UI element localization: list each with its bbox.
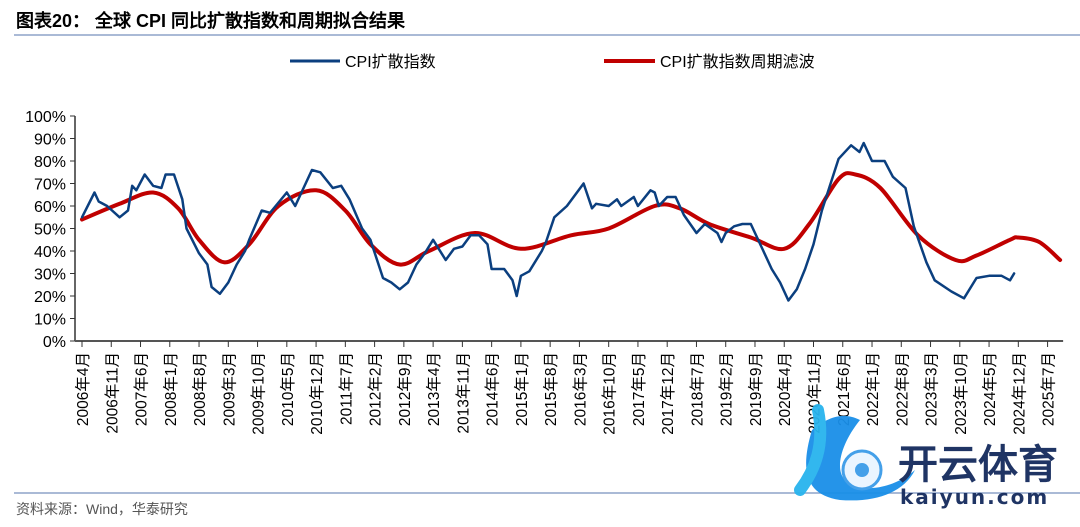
x-tick-label: 2008年1月 [162,352,180,426]
plot-lines [80,141,1063,302]
x-tick-label: 2013年4月 [425,352,443,426]
y-tick-label: 60% [34,199,66,216]
y-tick-label: 100% [25,109,66,126]
x-tick-label: 2009年10月 [250,352,268,435]
y-tick-label: 90% [34,132,66,149]
x-tick-label: 2009年3月 [220,352,238,426]
series-line-cpi-filter [80,171,1063,267]
x-tick-label: 2015年1月 [513,352,531,426]
x-tick-label: 2018年7月 [688,352,706,426]
x-tick-label: 2010年5月 [279,352,297,426]
y-tick-label: 80% [34,154,66,171]
x-tick-label: 2017年12月 [659,352,677,435]
y-tick-label: 40% [34,244,66,261]
y-tick-label: 50% [34,222,66,239]
y-tick-label: 70% [34,177,66,194]
x-tick-label: 2007年6月 [133,352,151,426]
y-tick-label: 30% [34,267,66,284]
y-tick-label: 0% [43,334,66,351]
legend-label-filter: CPI扩散指数周期滤波 [660,53,815,71]
x-tick-label: 2023年3月 [923,352,941,426]
y-tick-label: 20% [34,289,66,306]
x-tick-label: 2020年4月 [776,352,794,426]
x-tick-label: 2024年12月 [1010,352,1028,435]
x-tick-label: 2017年5月 [630,352,648,426]
y-axis: 0% 10% 20% 30% 40% 50% 60% 70% 80% 90% 100% [25,109,76,351]
y-tick-label: 10% [34,312,66,329]
x-tick-label: 2024年5月 [981,352,999,426]
watermark-logo: 开云体育 kaiyun.com [794,404,1058,509]
x-tick-label: 2012年9月 [396,352,414,426]
x-tick-label: 2006年11月 [103,352,121,434]
x-tick-label: 2011年7月 [337,352,355,425]
x-axis: 2006年4月 2006年11月 2007年6月 2008年1月 2008年8月 2009… [74,340,1064,435]
legend: CPI扩散指数 CPI扩散指数周期滤波 [290,53,815,71]
x-tick-label: 2019年9月 [747,352,765,426]
x-tick-label: 2025年7月 [1040,352,1058,426]
x-tick-label: 2016年10月 [601,352,619,435]
source-note: 资料来源：Wind，华泰研究 [16,501,188,517]
x-tick-label: 2006年4月 [74,352,92,426]
x-tick-label: 2015年8月 [542,352,560,426]
x-tick-label: 2016年3月 [571,352,589,426]
x-tick-label: 2012年2月 [367,352,385,426]
x-tick-label: 2013年11月 [454,352,472,434]
watermark-brand: 开云体育 [898,442,1058,488]
legend-label-cpi: CPI扩散指数 [345,53,436,71]
series-line-cpi [80,141,1016,302]
x-tick-label: 2022年8月 [893,352,911,426]
x-tick-label: 2014年6月 [484,352,502,426]
x-tick-label: 2008年8月 [191,352,209,426]
x-tick-label: 2023年10月 [952,352,970,435]
watermark-domain: kaiyun.com [900,485,1049,509]
x-tick-label: 2019年2月 [718,352,736,426]
chart-title: 图表20： 全球 CPI 同比扩散指数和周期拟合结果 [16,10,406,31]
x-tick-label: 2022年1月 [864,352,882,426]
x-tick-label: 2021年6月 [835,352,853,426]
x-tick-label: 2010年12月 [308,352,326,435]
